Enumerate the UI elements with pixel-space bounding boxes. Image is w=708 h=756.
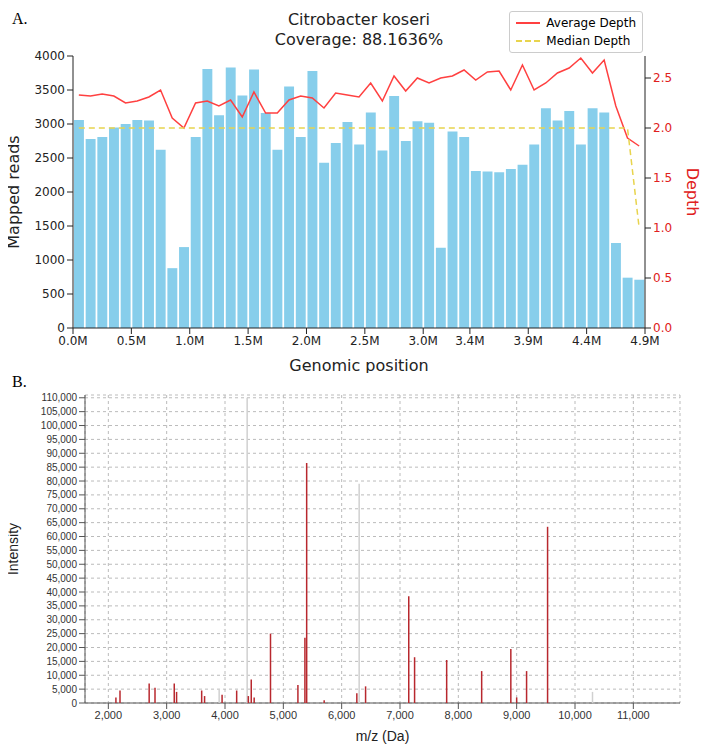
svg-text:3,000: 3,000 — [153, 709, 181, 721]
html-text:Coverage: 88.1636%: Coverage: 88.1636% — [274, 30, 444, 49]
svg-text:110,000: 110,000 — [42, 392, 78, 403]
svg-text:10,000: 10,000 — [46, 670, 77, 681]
html-text:A.: A. — [12, 10, 28, 27]
svg-text:1.0: 1.0 — [653, 221, 672, 235]
svg-text:0.0: 0.0 — [653, 321, 672, 335]
html-text:B.: B. — [12, 373, 27, 390]
svg-text:4.4M: 4.4M — [572, 334, 601, 348]
svg-text:2.0M: 2.0M — [292, 334, 321, 348]
svg-text:500: 500 — [42, 287, 65, 301]
html-text:Median Depth: Median Depth — [546, 34, 631, 48]
svg-text:85,000: 85,000 — [46, 462, 77, 473]
svg-text:2500: 2500 — [34, 151, 65, 165]
svg-text:1.5: 1.5 — [653, 171, 672, 185]
svg-text:1.5M: 1.5M — [233, 334, 262, 348]
svg-text:1000: 1000 — [34, 253, 65, 267]
svg-text:Mapped reads: Mapped reads — [8, 135, 23, 248]
svg-text:2.5M: 2.5M — [350, 334, 379, 348]
svg-text:3000: 3000 — [34, 117, 65, 131]
svg-text:5,000: 5,000 — [52, 684, 77, 695]
svg-text:2.5: 2.5 — [653, 71, 672, 85]
svg-text:70,000: 70,000 — [46, 503, 77, 514]
svg-text:90,000: 90,000 — [46, 448, 77, 459]
svg-text:3.0M: 3.0M — [408, 334, 437, 348]
svg-text:3.4M: 3.4M — [455, 334, 484, 348]
svg-text:55,000: 55,000 — [46, 545, 77, 556]
svg-text:95,000: 95,000 — [46, 434, 77, 445]
svg-text:0.5M: 0.5M — [117, 334, 146, 348]
svg-text:45,000: 45,000 — [46, 573, 77, 584]
svg-text:4.9M: 4.9M — [630, 334, 659, 348]
html-text:Citrobacter koseri: Citrobacter koseri — [287, 10, 431, 29]
svg-text:0.5: 0.5 — [653, 271, 672, 285]
svg-text:105,000: 105,000 — [41, 406, 78, 417]
svg-text:m/z (Da): m/z (Da) — [356, 728, 410, 744]
svg-text:Depth: Depth — [683, 168, 700, 217]
svg-text:1500: 1500 — [34, 219, 65, 233]
svg-text:4,000: 4,000 — [211, 709, 239, 721]
svg-text:0.0M: 0.0M — [58, 334, 87, 348]
svg-text:8,000: 8,000 — [445, 709, 473, 721]
svg-text:7,000: 7,000 — [386, 709, 414, 721]
svg-text:5,000: 5,000 — [270, 709, 298, 721]
svg-text:9,000: 9,000 — [503, 709, 531, 721]
svg-text:Intensity: Intensity — [8, 523, 21, 575]
svg-text:30,000: 30,000 — [46, 614, 77, 625]
svg-text:25,000: 25,000 — [46, 628, 77, 639]
svg-text:20,000: 20,000 — [46, 642, 77, 653]
svg-text:3500: 3500 — [34, 83, 65, 97]
svg-text:Genomic position: Genomic position — [289, 356, 428, 373]
svg-text:15,000: 15,000 — [46, 656, 77, 667]
svg-text:2000: 2000 — [34, 185, 65, 199]
svg-text:100,000: 100,000 — [41, 420, 78, 431]
html-text:Average Depth: Average Depth — [546, 16, 636, 30]
svg-text:0: 0 — [71, 698, 77, 709]
svg-text:4000: 4000 — [34, 49, 65, 63]
svg-text:1.0M: 1.0M — [175, 334, 204, 348]
svg-text:50,000: 50,000 — [46, 559, 77, 570]
svg-text:75,000: 75,000 — [46, 489, 77, 500]
svg-text:40,000: 40,000 — [46, 587, 77, 598]
svg-text:2,000: 2,000 — [95, 709, 123, 721]
svg-text:2.0: 2.0 — [653, 121, 672, 135]
svg-text:11,000: 11,000 — [617, 709, 650, 721]
svg-text:6,000: 6,000 — [328, 709, 356, 721]
svg-text:65,000: 65,000 — [46, 517, 77, 528]
svg-text:35,000: 35,000 — [46, 600, 77, 611]
svg-text:60,000: 60,000 — [46, 531, 77, 542]
svg-text:0: 0 — [57, 321, 65, 335]
svg-text:80,000: 80,000 — [46, 476, 77, 487]
svg-text:10,000: 10,000 — [558, 709, 592, 721]
svg-text:3.9M: 3.9M — [514, 334, 543, 348]
